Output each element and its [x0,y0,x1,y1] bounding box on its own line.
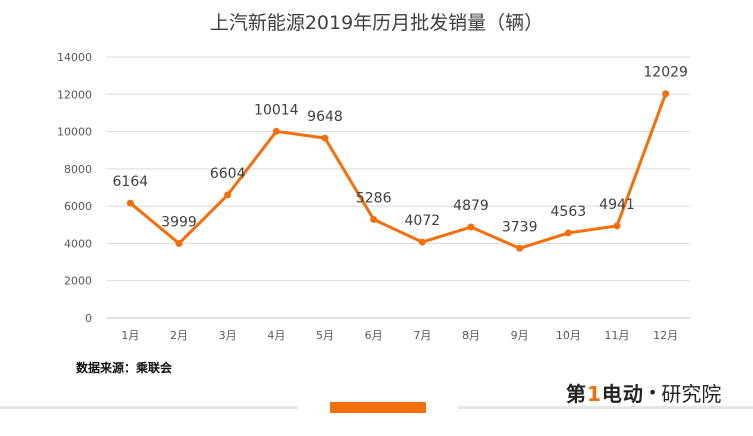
data-point [370,215,378,223]
brand-name: 研究院 [661,382,722,406]
footer-divider-left [0,406,298,409]
x-tick-label: 11月 [605,329,630,342]
data-point [564,229,572,237]
data-label: 6604 [210,166,246,182]
data-point [516,244,524,252]
y-tick-label: 4000 [64,237,92,250]
data-label: 4879 [453,198,489,214]
y-tick-label: 10000 [57,126,92,139]
data-label: 10014 [254,102,299,118]
data-point [418,238,426,246]
data-label: 4072 [405,213,441,229]
data-label: 3999 [161,214,197,230]
data-point [224,191,232,199]
x-tick-label: 12月 [653,329,678,342]
x-tick-label: 4月 [267,329,285,342]
x-tick-label: 5月 [316,329,334,342]
x-tick-label: 7月 [413,329,431,342]
source-note: 数据来源：乘联会 [76,361,173,375]
footer-accent-bar [330,402,426,413]
x-tick-label: 8月 [462,329,480,342]
brand-separator: • [647,383,658,402]
y-tick-label: 0 [85,312,92,325]
x-tick-label: 6月 [365,329,383,342]
y-tick-label: 8000 [64,163,92,176]
data-point [662,90,670,98]
footer-divider-right [458,406,753,409]
chart-title: 上汽新能源2019年历月批发销量（辆） [209,12,544,34]
data-point [272,127,280,135]
data-label: 9648 [307,109,343,125]
x-tick-label: 3月 [219,329,237,342]
y-tick-label: 2000 [64,275,92,288]
series-line [128,92,668,250]
data-label: 12029 [643,65,688,81]
data-point [467,223,475,231]
y-tick-label: 12000 [57,88,92,101]
y-tick-label: 6000 [64,200,92,213]
y-tick-label: 14000 [57,51,92,64]
data-label: 4563 [551,204,587,220]
x-tick-label: 2月 [170,329,188,342]
x-tick-label: 1月 [121,329,139,342]
data-label: 6164 [113,174,149,190]
data-label: 4941 [599,197,635,213]
data-label: 5286 [356,190,392,206]
x-tick-label: 9月 [511,329,529,342]
data-point [613,222,621,230]
brand-mark: 第1电动 [566,382,644,406]
brand-logo: 第1电动 • 研究院 [566,378,721,407]
data-point [126,199,134,207]
data-point [321,134,329,142]
data-point [175,239,183,247]
x-tick-label: 10月 [556,329,581,342]
data-label: 3739 [502,219,538,235]
